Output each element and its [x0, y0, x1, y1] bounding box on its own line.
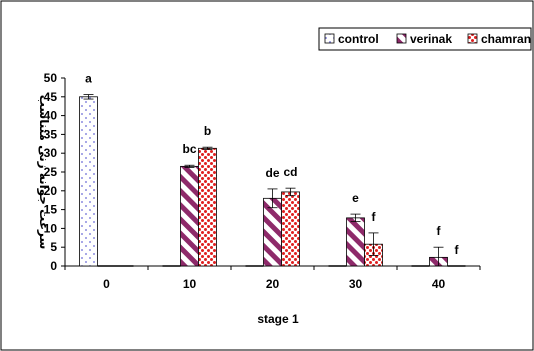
- x-axis-label: stage 1: [257, 312, 299, 326]
- y-tick-label: 15: [44, 203, 58, 217]
- legend-swatch-control: [324, 33, 335, 44]
- x-tick-label: 0: [103, 277, 110, 291]
- y-tick-label: 25: [44, 165, 58, 179]
- significance-label: de: [265, 166, 279, 180]
- significance-label: f: [437, 224, 442, 238]
- bar-verinak-10: [180, 165, 199, 267]
- x-tick-label: 10: [183, 277, 197, 291]
- y-tick-label: 40: [44, 109, 58, 123]
- x-tick-label: 40: [432, 277, 446, 291]
- legend-label-verinak: verinak: [410, 32, 452, 46]
- legend-label-control: control: [338, 32, 379, 46]
- significance-label: a: [85, 72, 92, 86]
- x-tick-label: 20: [266, 277, 280, 291]
- bar-chamran-10: [198, 147, 217, 267]
- bar-verinak-20: [263, 197, 282, 267]
- legend-swatch-chamran: [467, 33, 478, 44]
- y-tick-label: 20: [44, 184, 58, 198]
- y-tick-label: 30: [44, 146, 58, 160]
- significance-label: f: [455, 243, 460, 257]
- legend-swatch-verinak: [396, 33, 407, 44]
- bar-verinak-30: [346, 217, 365, 267]
- y-tick-label: 0: [50, 259, 57, 273]
- y-tick-label: 45: [44, 90, 58, 104]
- y-axis: 0 5 10 15 20 25 30 35 40 45 50: [44, 71, 66, 273]
- legend: control verinak chamran: [318, 27, 532, 51]
- bar-chamran-20: [281, 191, 300, 267]
- legend-box: [318, 27, 532, 51]
- legend-label-chamran: chamran: [481, 32, 531, 46]
- significance-label: e: [352, 191, 359, 205]
- y-axis-label: سرعت جوانه زنی متناسب: [36, 95, 51, 250]
- y-tick-label: 5: [50, 240, 57, 254]
- significance-label: b: [204, 124, 211, 138]
- significance-label: f: [372, 210, 377, 224]
- x-tick-label: 30: [349, 277, 363, 291]
- y-tick-label: 35: [44, 127, 58, 141]
- y-tick-label: 10: [44, 221, 58, 235]
- significance-label: cd: [283, 165, 297, 179]
- significance-label: bc: [182, 142, 196, 156]
- y-tick-label: 50: [44, 71, 58, 85]
- bar-control-0: [79, 96, 98, 267]
